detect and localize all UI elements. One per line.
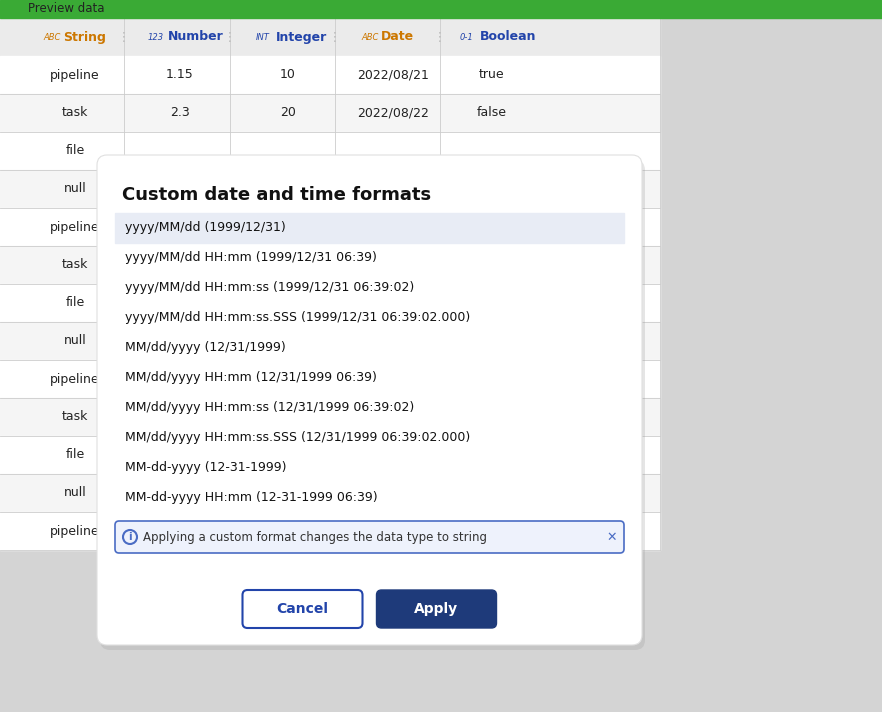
Text: true: true bbox=[479, 68, 505, 81]
Bar bbox=[0, 322, 660, 360]
Text: MM/dd/yyyy HH:mm:ss.SSS (12/31/1999 06:39:02.000): MM/dd/yyyy HH:mm:ss.SSS (12/31/1999 06:3… bbox=[125, 431, 470, 444]
Bar bbox=[0, 0, 882, 18]
Text: yyyy/MM/dd HH:mm (1999/12/31 06:39): yyyy/MM/dd HH:mm (1999/12/31 06:39) bbox=[125, 251, 377, 264]
Text: 2022/09/06: 2022/09/06 bbox=[357, 525, 429, 538]
Text: 170: 170 bbox=[276, 525, 300, 538]
Bar bbox=[0, 208, 660, 246]
Text: Preview data: Preview data bbox=[28, 3, 104, 16]
Text: MM-dd-yyyy (12-31-1999): MM-dd-yyyy (12-31-1999) bbox=[125, 461, 287, 474]
Text: MM-dd-yyyy HH:mm (12-31-1999 06:39): MM-dd-yyyy HH:mm (12-31-1999 06:39) bbox=[125, 491, 377, 505]
Text: pipeline: pipeline bbox=[50, 525, 100, 538]
Text: 10: 10 bbox=[280, 68, 296, 81]
Bar bbox=[0, 94, 660, 132]
Text: pipeline: pipeline bbox=[50, 372, 100, 385]
Text: 18.4: 18.4 bbox=[166, 486, 194, 500]
Text: Integer: Integer bbox=[276, 31, 327, 43]
Text: INT: INT bbox=[256, 33, 270, 41]
Bar bbox=[0, 512, 660, 550]
Bar bbox=[0, 170, 660, 208]
FancyBboxPatch shape bbox=[115, 521, 624, 553]
Bar bbox=[0, 398, 660, 436]
Text: true: true bbox=[479, 525, 505, 538]
Text: yyyy/MM/dd HH:mm:ss.SSS (1999/12/31 06:39:02.000): yyyy/MM/dd HH:mm:ss.SSS (1999/12/31 06:3… bbox=[125, 312, 470, 325]
Text: Boolean: Boolean bbox=[480, 31, 536, 43]
Text: null: null bbox=[64, 335, 86, 347]
Text: task: task bbox=[62, 411, 88, 424]
Text: MM/dd/yyyy (12/31/1999): MM/dd/yyyy (12/31/1999) bbox=[125, 342, 286, 355]
Text: 160: 160 bbox=[276, 486, 300, 500]
Text: 2.3: 2.3 bbox=[170, 107, 190, 120]
Text: Cancel: Cancel bbox=[276, 602, 328, 616]
Text: false: false bbox=[477, 107, 507, 120]
Bar bbox=[0, 246, 660, 284]
Text: null: null bbox=[64, 182, 86, 196]
Text: false: false bbox=[477, 486, 507, 500]
Text: file: file bbox=[65, 296, 85, 310]
Text: file: file bbox=[65, 449, 85, 461]
Bar bbox=[0, 474, 660, 512]
Bar bbox=[0, 360, 660, 398]
Text: 20: 20 bbox=[280, 107, 296, 120]
FancyBboxPatch shape bbox=[100, 160, 645, 650]
FancyBboxPatch shape bbox=[243, 590, 363, 628]
Bar bbox=[0, 18, 660, 56]
Text: yyyy/MM/dd (1999/12/31): yyyy/MM/dd (1999/12/31) bbox=[125, 221, 286, 234]
Text: ABC: ABC bbox=[361, 33, 378, 41]
Text: 123: 123 bbox=[148, 33, 164, 41]
Text: ABC: ABC bbox=[43, 33, 60, 41]
Text: null: null bbox=[64, 486, 86, 500]
Bar bbox=[0, 56, 660, 94]
Text: MM/dd/yyyy HH:mm (12/31/1999 06:39): MM/dd/yyyy HH:mm (12/31/1999 06:39) bbox=[125, 372, 377, 384]
Text: 2022/08/22: 2022/08/22 bbox=[357, 107, 429, 120]
Text: 19.55: 19.55 bbox=[162, 525, 198, 538]
Text: pipeline: pipeline bbox=[50, 68, 100, 81]
Bar bbox=[0, 436, 660, 474]
Bar bbox=[0, 284, 660, 322]
Text: ⋮: ⋮ bbox=[329, 31, 341, 43]
FancyBboxPatch shape bbox=[377, 590, 497, 628]
Text: MM/dd/yyyy HH:mm:ss (12/31/1999 06:39:02): MM/dd/yyyy HH:mm:ss (12/31/1999 06:39:02… bbox=[125, 402, 415, 414]
Text: ⋮: ⋮ bbox=[224, 31, 236, 43]
FancyBboxPatch shape bbox=[97, 155, 642, 645]
Text: i: i bbox=[128, 532, 131, 542]
Text: Apply: Apply bbox=[415, 602, 459, 616]
Text: 0-1: 0-1 bbox=[460, 33, 474, 41]
Text: Date: Date bbox=[381, 31, 415, 43]
Text: ⋮: ⋮ bbox=[434, 31, 446, 43]
Text: Applying a custom format changes the data type to string: Applying a custom format changes the dat… bbox=[143, 530, 487, 543]
Text: ✕: ✕ bbox=[607, 530, 617, 543]
Text: 1.15: 1.15 bbox=[166, 68, 194, 81]
Text: task: task bbox=[62, 107, 88, 120]
Text: file: file bbox=[65, 145, 85, 157]
Text: ⋮: ⋮ bbox=[118, 31, 131, 43]
Text: task: task bbox=[62, 258, 88, 271]
Text: 2022/09/05: 2022/09/05 bbox=[357, 486, 429, 500]
Bar bbox=[115, 213, 624, 243]
Text: 2022/08/21: 2022/08/21 bbox=[357, 68, 429, 81]
Text: pipeline: pipeline bbox=[50, 221, 100, 234]
Text: Custom date and time formats: Custom date and time formats bbox=[122, 186, 431, 204]
Text: Number: Number bbox=[168, 31, 224, 43]
Text: String: String bbox=[63, 31, 106, 43]
Bar bbox=[0, 132, 660, 170]
Text: yyyy/MM/dd HH:mm:ss (1999/12/31 06:39:02): yyyy/MM/dd HH:mm:ss (1999/12/31 06:39:02… bbox=[125, 281, 415, 295]
